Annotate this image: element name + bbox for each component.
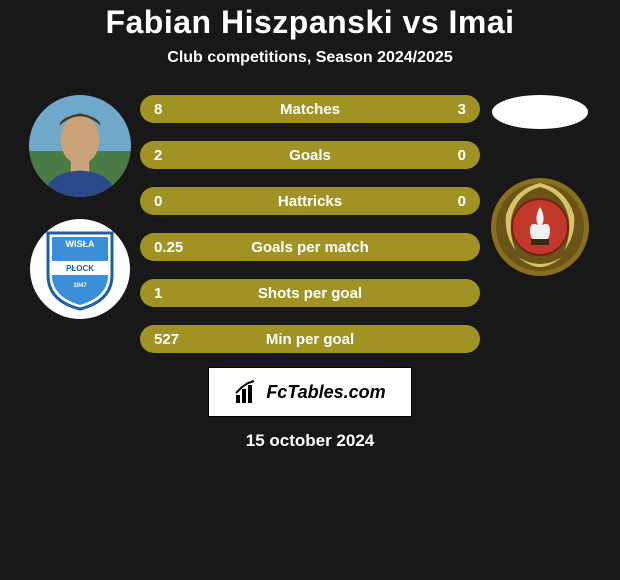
stat-right-value: 0 [426,147,466,164]
footer-date: 15 october 2024 [246,431,375,451]
stat-bar-shots-per-goal: 1 Shots per goal [140,279,480,307]
left-player-column: WISŁA PŁOCK 1947 [20,95,140,319]
footer: FcTables.com 15 october 2024 [0,367,620,451]
stat-left-value: 0.25 [154,239,194,256]
stat-label: Goals per match [251,239,369,256]
stat-bar-hattricks: 0 Hattricks 0 [140,187,480,215]
comparison-row: WISŁA PŁOCK 1947 8 Matches 3 2 Goals 0 0… [0,95,620,353]
right-club-badge [490,177,590,277]
stats-column: 8 Matches 3 2 Goals 0 0 Hattricks 0 0.25… [140,95,480,353]
svg-text:WISŁA: WISŁA [66,239,95,249]
stat-label: Shots per goal [258,285,362,302]
stat-left-value: 1 [154,285,194,302]
stat-left-value: 0 [154,193,194,210]
right-club-badge-icon [490,177,590,277]
stat-right-value: 3 [426,101,466,118]
stat-left-value: 2 [154,147,194,164]
svg-text:PŁOCK: PŁOCK [66,264,94,273]
stat-label: Min per goal [266,331,354,348]
stat-label: Hattricks [278,193,342,210]
wisla-plock-badge-icon: WISŁA PŁOCK 1947 [44,227,116,311]
page-title: Fabian Hiszpanski vs Imai [0,4,620,41]
stat-left-value: 527 [154,331,194,348]
right-player-photo-placeholder [492,95,588,129]
left-player-photo [29,95,131,197]
player-photo-placeholder-icon [29,95,131,197]
stat-label: Matches [280,101,340,118]
stat-bar-matches: 8 Matches 3 [140,95,480,123]
stat-bar-min-per-goal: 527 Min per goal [140,325,480,353]
chart-icon [234,379,260,405]
stat-bar-goals: 2 Goals 0 [140,141,480,169]
stat-bar-goals-per-match: 0.25 Goals per match [140,233,480,261]
right-player-column [480,95,600,277]
stat-label: Goals [289,147,331,164]
stat-right-value: 0 [426,193,466,210]
page-subtitle: Club competitions, Season 2024/2025 [0,49,620,67]
stat-left-value: 8 [154,101,194,118]
left-club-badge: WISŁA PŁOCK 1947 [30,219,130,319]
svg-text:1947: 1947 [73,283,87,289]
brand-text: FcTables.com [266,382,385,403]
brand-logo: FcTables.com [208,367,412,417]
